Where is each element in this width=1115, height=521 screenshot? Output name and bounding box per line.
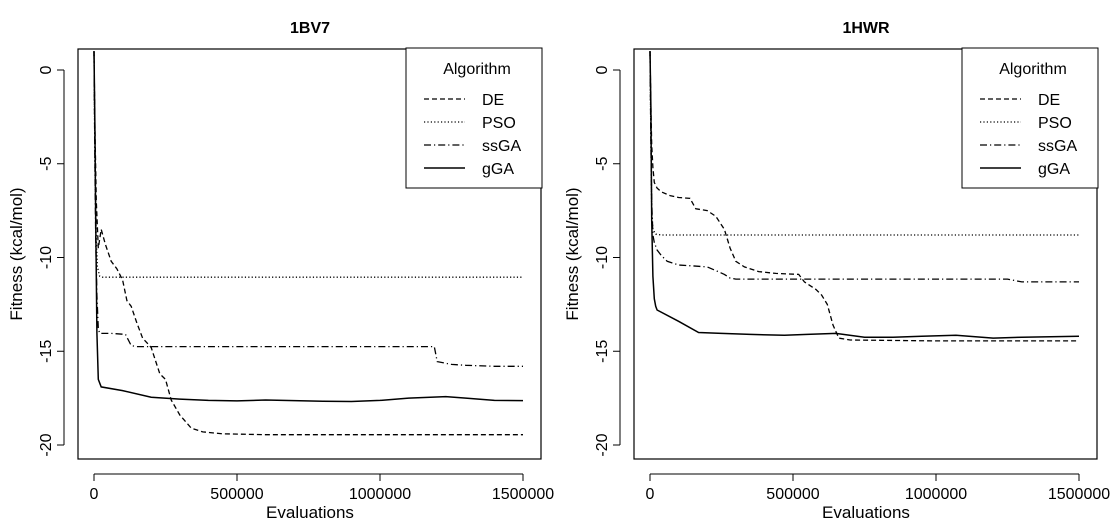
- legend-box: [405, 47, 543, 189]
- legend-box: [961, 47, 1099, 189]
- panel-1bv7: 1BV7 0 500000 1000000 1500000 Evaluations 0 -5 -…: [7, 20, 554, 521]
- legend-label-ssga: ssGA: [482, 138, 521, 155]
- series-line-ssga: [93, 51, 523, 367]
- x-tick-label: 500000: [766, 486, 819, 503]
- legend-title: Algorithm: [999, 61, 1067, 78]
- legend-label-ssga: ssGA: [1038, 138, 1077, 155]
- x-axis-label: Evaluations: [266, 503, 354, 521]
- y-axis-label: Fitness (kcal/mol): [7, 187, 26, 320]
- y-tick-label: -10: [594, 246, 611, 269]
- y-tick-label: -10: [38, 246, 55, 269]
- series-line-de: [93, 51, 523, 436]
- legend-label-pso: PSO: [482, 115, 516, 132]
- y-tick-label: -15: [594, 340, 611, 363]
- x-tick-label: 0: [90, 486, 99, 503]
- x-tick-label: 1500000: [492, 486, 554, 503]
- y-tick-label: -5: [38, 157, 55, 171]
- y-tick-label: -15: [38, 340, 55, 363]
- series-line-de: [649, 51, 1079, 342]
- series-line-gga: [649, 51, 1080, 339]
- x-tick-label: 1500000: [1048, 486, 1110, 503]
- chart-title: 1HWR: [842, 20, 890, 37]
- x-tick-label: 0: [646, 486, 655, 503]
- x-tick-label: 500000: [210, 486, 263, 503]
- plot-frame: [633, 48, 1098, 460]
- x-axis-label: Evaluations: [822, 503, 910, 521]
- chart-title: 1BV7: [290, 20, 330, 37]
- legend-label-gga: gGA: [482, 161, 514, 178]
- series-line-gga: [93, 51, 524, 403]
- legend-label-gga: gGA: [1038, 161, 1070, 178]
- x-tick-label: 1000000: [905, 486, 967, 503]
- panel-1hwr: 1HWR 0 500000 1000000 1500000 Evaluations 0 -5 -…: [563, 20, 1110, 521]
- plot-frame: [77, 48, 542, 460]
- y-tick-label: 0: [594, 65, 611, 74]
- legend-label-de: DE: [482, 92, 504, 109]
- y-tick-label: -20: [594, 433, 611, 456]
- y-tick-label: -5: [594, 157, 611, 171]
- y-tick-label: -20: [38, 433, 55, 456]
- legend-label-de: DE: [1038, 92, 1060, 109]
- legend-label-pso: PSO: [1038, 115, 1072, 132]
- x-tick-label: 1000000: [349, 486, 411, 503]
- legend-title: Algorithm: [443, 61, 511, 78]
- y-tick-label: 0: [38, 65, 55, 74]
- y-axis-label: Fitness (kcal/mol): [563, 187, 582, 320]
- series-line-ssga: [649, 51, 1079, 283]
